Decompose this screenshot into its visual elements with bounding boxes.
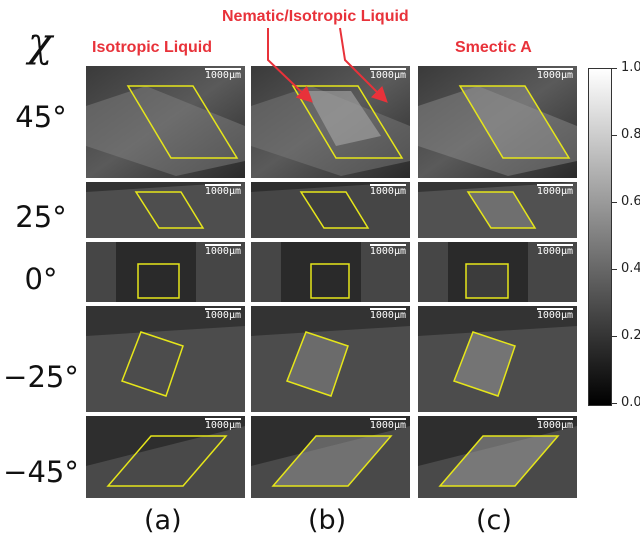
panel-neg25-c: 1000μm <box>418 306 577 412</box>
colorbar-tick-mark <box>612 202 617 203</box>
row-label-0: 0° <box>24 262 58 296</box>
panel-25-a: 1000μm <box>86 182 245 238</box>
column-label-b: (b) <box>308 505 347 536</box>
panel-45-a: 1000μm <box>86 66 245 178</box>
panel-0-a: 1000μm <box>86 242 245 302</box>
panel-neg45-b: 1000μm <box>251 416 410 498</box>
scale-bar: 1000μm <box>536 308 573 321</box>
panel-neg45-a: 1000μm <box>86 416 245 498</box>
header-isotropic-liquid: Isotropic Liquid <box>92 39 212 56</box>
scale-bar: 1000μm <box>204 68 241 81</box>
chi-symbol: χ <box>28 20 53 66</box>
header-nematic-isotropic: Nematic/Isotropic Liquid <box>222 8 409 25</box>
header-smectic-a: Smectic A <box>455 39 532 56</box>
colorbar-tick-label: 0.6 <box>621 194 640 209</box>
colorbar-tick-label: 0.4 <box>621 261 640 276</box>
panel-0-b: 1000μm <box>251 242 410 302</box>
panel-0-c: 1000μm <box>418 242 577 302</box>
colorbar-tick-label: 1.0 <box>621 60 640 75</box>
colorbar-tick-mark <box>612 403 617 404</box>
scale-bar: 1000μm <box>369 244 406 257</box>
colorbar-tick-label: 0.2 <box>621 328 640 343</box>
scale-bar: 1000μm <box>536 244 573 257</box>
column-label-c: (c) <box>476 505 512 536</box>
scale-bar: 1000μm <box>369 68 406 81</box>
panel-25-c: 1000μm <box>418 182 577 238</box>
panel-45-b: 1000μm <box>251 66 410 178</box>
panel-25-b: 1000μm <box>251 182 410 238</box>
column-label-a: (a) <box>144 505 182 536</box>
colorbar-tick-mark <box>612 269 617 270</box>
row-label-25: 25° <box>15 200 67 234</box>
scale-bar: 1000μm <box>204 308 241 321</box>
colorbar-tick-label: 0.8 <box>621 127 640 142</box>
scale-bar: 1000μm <box>536 68 573 81</box>
row-label-45: 45° <box>15 100 67 134</box>
colorbar <box>588 68 612 406</box>
scale-bar: 1000μm <box>536 184 573 197</box>
colorbar-tick-label: 0.0 <box>621 395 640 410</box>
row-label-neg25: −25° <box>3 360 79 394</box>
panel-45-c: 1000μm <box>418 66 577 178</box>
panel-neg25-a: 1000μm <box>86 306 245 412</box>
scale-bar: 1000μm <box>204 244 241 257</box>
scale-bar: 1000μm <box>369 184 406 197</box>
panel-neg45-c: 1000μm <box>418 416 577 498</box>
colorbar-tick-mark <box>612 336 617 337</box>
panel-neg25-b: 1000μm <box>251 306 410 412</box>
scale-bar: 1000μm <box>369 418 406 431</box>
colorbar-tick-mark <box>612 68 617 69</box>
row-label-neg45: −45° <box>3 455 79 489</box>
scale-bar: 1000μm <box>204 184 241 197</box>
colorbar-tick-mark <box>612 135 617 136</box>
scale-bar: 1000μm <box>204 418 241 431</box>
scale-bar: 1000μm <box>369 308 406 321</box>
scale-bar: 1000μm <box>536 418 573 431</box>
